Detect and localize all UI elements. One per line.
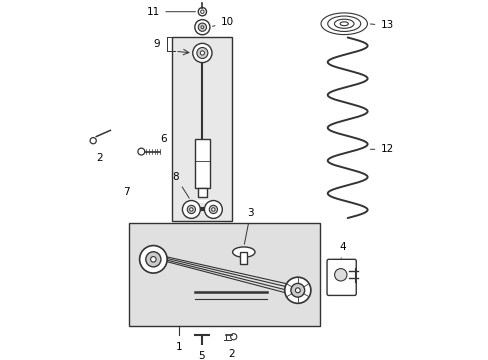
FancyBboxPatch shape	[326, 259, 356, 296]
Circle shape	[204, 201, 222, 219]
Circle shape	[150, 257, 156, 262]
Text: 2: 2	[228, 349, 235, 359]
Text: 3: 3	[244, 208, 253, 244]
Circle shape	[230, 334, 236, 340]
Bar	[240, 252, 247, 264]
Circle shape	[209, 205, 217, 213]
Circle shape	[200, 10, 203, 13]
Text: 6: 6	[160, 134, 167, 144]
Circle shape	[138, 148, 144, 155]
Text: 4: 4	[339, 242, 345, 258]
Circle shape	[145, 252, 161, 267]
Circle shape	[139, 246, 167, 273]
Circle shape	[192, 43, 212, 63]
Circle shape	[197, 48, 207, 58]
Circle shape	[201, 26, 203, 28]
Circle shape	[334, 269, 346, 281]
Text: 12: 12	[369, 144, 393, 154]
Circle shape	[198, 8, 206, 16]
Text: 11: 11	[147, 7, 195, 17]
Ellipse shape	[232, 247, 254, 257]
Text: 1: 1	[175, 342, 182, 352]
Circle shape	[200, 51, 204, 55]
Circle shape	[194, 19, 209, 35]
Bar	[172, 37, 232, 221]
Bar	[197, 188, 207, 197]
Circle shape	[182, 201, 200, 219]
Circle shape	[90, 138, 96, 144]
Circle shape	[189, 208, 193, 211]
Text: 13: 13	[369, 21, 393, 31]
Bar	[129, 223, 320, 327]
Text: 9: 9	[153, 39, 160, 49]
Text: 7: 7	[122, 187, 129, 197]
Text: 10: 10	[212, 17, 233, 27]
Circle shape	[290, 283, 304, 297]
Text: 8: 8	[172, 172, 189, 198]
Circle shape	[211, 208, 215, 211]
Circle shape	[187, 205, 195, 213]
Circle shape	[295, 288, 300, 293]
Bar	[194, 139, 209, 188]
Text: 5: 5	[198, 351, 204, 360]
Text: 2: 2	[97, 153, 103, 163]
Circle shape	[198, 23, 206, 31]
Circle shape	[284, 277, 310, 303]
